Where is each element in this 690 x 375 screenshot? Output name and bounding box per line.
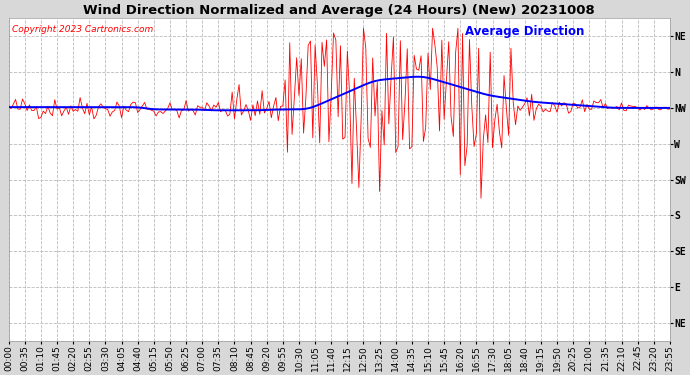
Text: Copyright 2023 Cartronics.com: Copyright 2023 Cartronics.com (12, 25, 153, 34)
Title: Wind Direction Normalized and Average (24 Hours) (New) 20231008: Wind Direction Normalized and Average (2… (83, 4, 595, 17)
Text: Average Direction: Average Direction (464, 25, 584, 38)
